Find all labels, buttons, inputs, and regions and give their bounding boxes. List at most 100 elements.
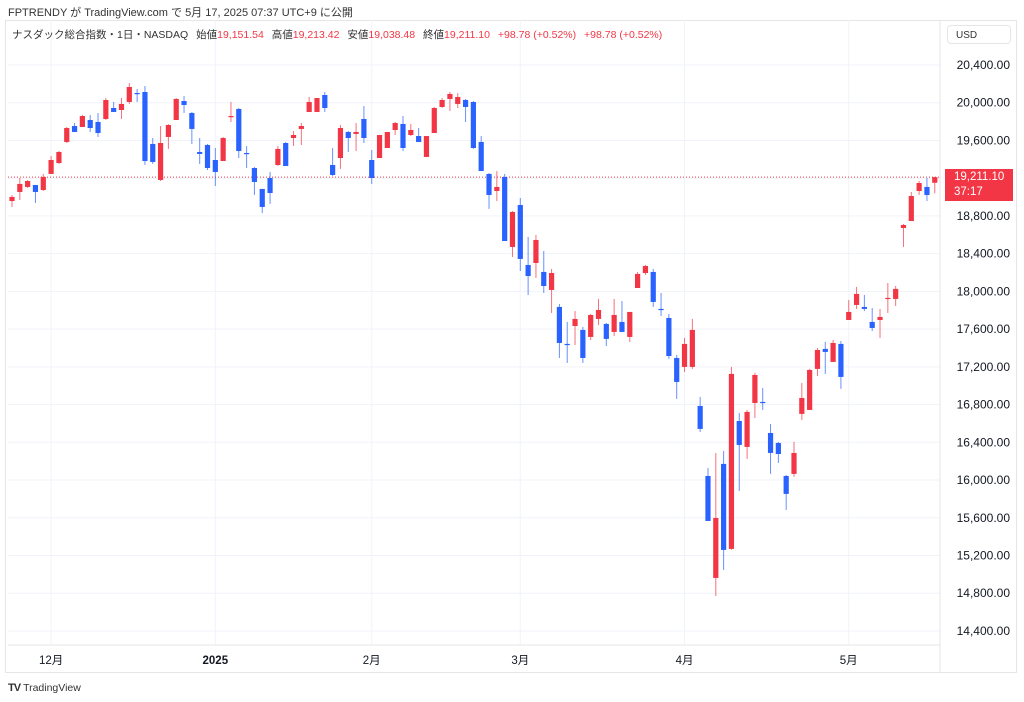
candle-body [807,369,813,410]
price-axis: 14,400.00 14,800.00 15,200.00 15,600.00 16,0… [957,58,1011,638]
candle [40,173,46,192]
y-tick-label: 17,600.00 [957,322,1011,336]
candle [283,141,289,167]
candle [486,173,492,209]
candle-body [337,128,344,159]
candle [525,236,531,295]
candle [916,181,922,195]
high-label: 高値 [271,29,293,41]
candle [619,301,625,332]
candle-body [212,159,218,172]
candle [548,268,555,313]
candle [783,474,789,510]
candle [470,101,476,149]
candle-body [650,271,656,302]
candle [103,98,109,120]
candle [814,347,821,376]
open-value: 19,151.54 [217,29,264,41]
candle-body [95,121,101,134]
candle-body [220,138,226,162]
y-tick-label: 15,200.00 [957,548,1011,562]
y-tick-label: 17,200.00 [957,360,1011,374]
candle-body [322,94,328,109]
candle [775,441,781,463]
candle-body [541,271,547,287]
candle [893,286,899,307]
candle-body [658,308,664,311]
last-price-label: 19,211.10 [954,171,1005,183]
y-tick-label: 20,400.00 [957,58,1011,72]
candle [142,86,148,165]
candle-body [548,272,555,290]
candle-body [893,288,899,299]
candle-body [509,211,516,247]
candle-body [830,342,836,362]
candle [932,176,938,194]
candle-body [924,186,930,195]
tradingview-logo[interactable]: TV TradingView [8,682,81,694]
candle-body [697,405,703,429]
candle-body [126,86,132,102]
x-tick-label: 5月 [840,655,858,667]
y-tick-label: 18,800.00 [957,209,1011,223]
candle [71,123,78,132]
candle [95,113,101,137]
candle-body [900,224,907,228]
candle-body [431,108,437,134]
candle-body [259,188,265,207]
candle-body [502,176,508,242]
candle-body [721,463,727,550]
candle-body [416,136,422,142]
candle-body [56,151,62,164]
candle [376,134,383,159]
candle-body [588,314,594,337]
candle [220,136,226,162]
candle-body [400,123,406,149]
candle [908,191,914,222]
candle-body [392,123,398,130]
candle [697,396,703,432]
candle-body [814,349,821,369]
y-tick-label: 16,400.00 [957,435,1011,449]
candle-body [908,196,914,222]
candle [79,114,85,127]
candle-body [611,314,617,332]
candle [165,124,171,149]
candle [64,126,70,144]
candle-body [760,401,766,404]
candle [17,178,23,200]
candle-body [689,329,695,367]
candle [462,98,469,122]
candle [212,148,218,187]
candle [455,93,461,109]
candle [416,128,422,142]
symbol-legend: ナスダック総合指数・1日・NASDAQ 始値19,151.54 高値19,213… [12,27,662,42]
candle-body [517,204,523,259]
candle-body [674,357,680,382]
candle [87,114,93,132]
candle [752,372,758,418]
candle [502,173,508,242]
candle-body [369,159,375,179]
candle-body [525,264,531,277]
candle-body [228,116,234,118]
candle [861,294,867,311]
time-axis: 12月 2025 2月 3月 4月 5月 [39,655,858,667]
candle-body [251,168,258,182]
candle-body [486,173,492,195]
candle-body [306,101,312,112]
candle [361,106,367,144]
candle [494,171,500,202]
candle [236,108,242,159]
currency-button[interactable]: USD [947,25,1011,44]
candle [760,387,766,410]
candle [330,148,336,176]
change-value: +98.78 (+0.52%) [497,29,577,41]
candle-body [752,374,758,403]
candle-body [713,517,719,578]
candle [830,339,836,362]
close-label: 終値 [423,29,445,41]
candle-body [462,99,469,107]
candle [369,149,375,184]
